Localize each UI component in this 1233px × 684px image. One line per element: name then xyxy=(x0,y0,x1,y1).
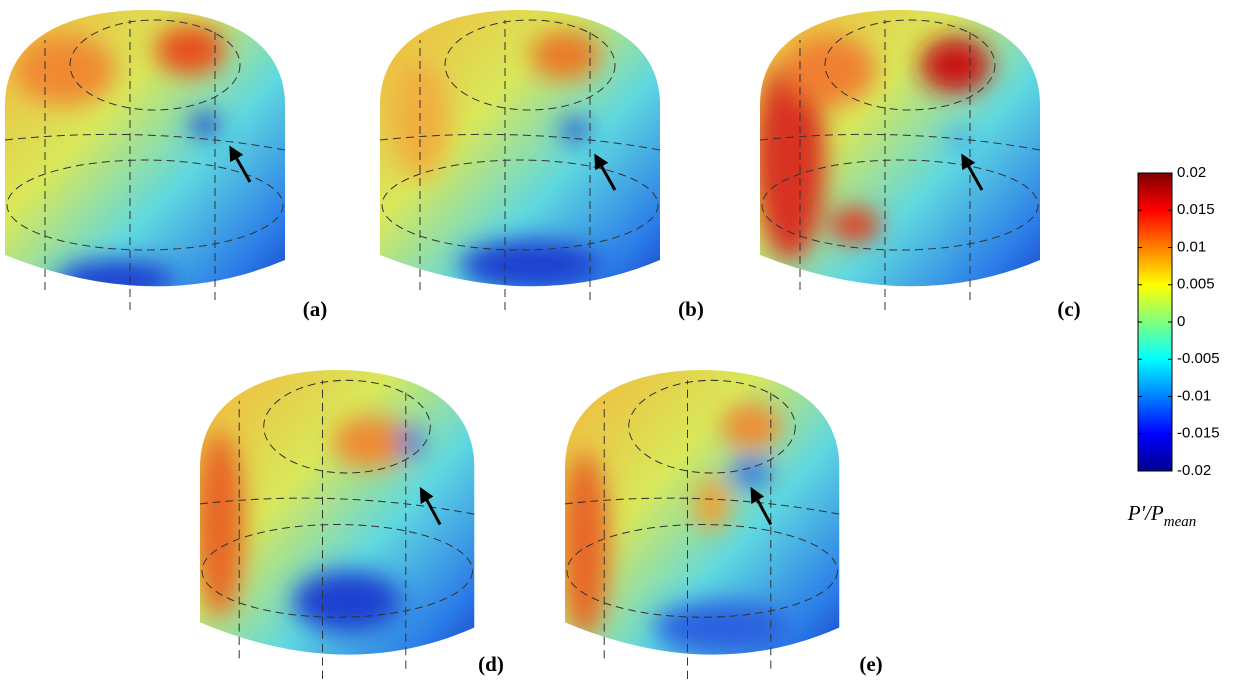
panel-label: (e) xyxy=(859,652,882,676)
panel-d xyxy=(195,370,474,679)
tick-label: 0.005 xyxy=(1177,276,1215,293)
panel-e xyxy=(560,370,839,679)
figure: (a) (b) (c) (d) (e) P'/Pmean 0.02 0.015 0.… xyxy=(0,0,1233,684)
panel-a xyxy=(5,10,285,310)
colorbar-label: P'/Pmean xyxy=(1127,501,1196,530)
tick-label: -0.005 xyxy=(1177,350,1220,367)
colorbar-label-main: P'/P xyxy=(1127,501,1164,525)
panel-label: (a) xyxy=(303,297,328,321)
tick-label: -0.015 xyxy=(1177,425,1220,442)
panel-b xyxy=(380,10,660,310)
panel-label: (d) xyxy=(478,652,504,676)
panel-c xyxy=(755,10,1040,310)
panel-label: (c) xyxy=(1057,297,1080,321)
panel-label: (b) xyxy=(678,297,704,321)
tick-label: 0.015 xyxy=(1177,201,1215,218)
tick-label: 0.01 xyxy=(1177,238,1206,255)
colorbar-label-sub: mean xyxy=(1164,514,1197,530)
tick-label: -0.02 xyxy=(1177,462,1211,479)
tick-label: 0 xyxy=(1177,313,1185,330)
tick-label: -0.01 xyxy=(1177,387,1211,404)
tick-label: 0.02 xyxy=(1177,164,1206,181)
colorbar xyxy=(1138,173,1172,471)
